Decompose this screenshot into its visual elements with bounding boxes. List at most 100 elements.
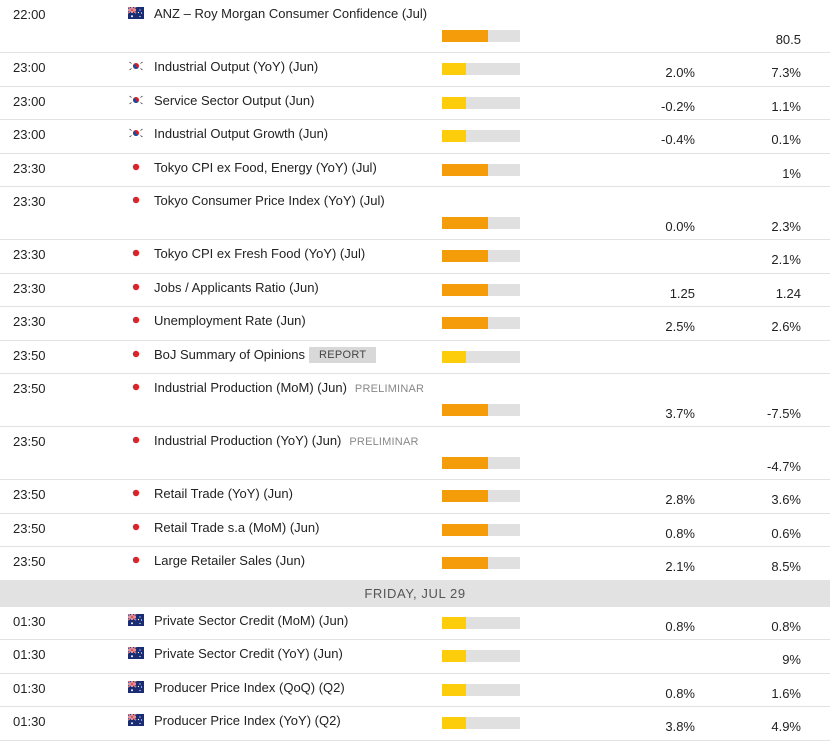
japan-flag-icon xyxy=(128,381,144,393)
event-row[interactable]: 23:30 Tokyo CPI ex Food, Energy (YoY) (Ju… xyxy=(0,154,830,187)
event-title-text: Producer Price Index (QoQ) (Q2) xyxy=(154,679,345,695)
event-row[interactable]: 23:50 Industrial Production (YoY) (Jun) PR… xyxy=(0,427,830,480)
importance-fill xyxy=(442,490,488,502)
event-title-text: BoJ Summary of Opinions xyxy=(154,346,306,362)
event-title[interactable]: Service Sector Output (Jun) xyxy=(154,93,314,108)
japan-flag-icon xyxy=(128,520,144,533)
importance-fill xyxy=(442,650,466,662)
japan-flag-icon xyxy=(128,487,144,499)
previous-value: -0.2% xyxy=(661,98,695,114)
event-title-text: Service Sector Output (Jun) xyxy=(154,92,315,108)
importance-bar xyxy=(442,163,520,176)
event-title[interactable]: Industrial Output (YoY) (Jun) xyxy=(154,59,318,74)
south-korea-flag-icon xyxy=(128,127,144,139)
event-row[interactable]: 01:30 Private Sector Credit (MoM) (Jun) 0.… xyxy=(0,607,830,640)
importance-bar xyxy=(442,457,520,469)
event-time: 23:30 xyxy=(13,160,46,176)
importance-fill xyxy=(442,317,488,329)
event-title[interactable]: BoJ Summary of Opinions REPORT xyxy=(154,346,377,363)
previous-value: -0.4% xyxy=(661,132,695,147)
importance-bar xyxy=(442,283,520,296)
event-row[interactable]: 23:30 Jobs / Applicants Ratio (Jun) 1.25 1.… xyxy=(0,274,830,307)
importance-bar xyxy=(442,404,520,416)
event-time: 23:30 xyxy=(13,247,46,262)
event-title[interactable]: Retail Trade s.a (MoM) (Jun) xyxy=(154,520,319,535)
rows-before: 22:00 ANZ – Roy Morgan Consumer Confidenc… xyxy=(0,0,830,581)
previous-value: 2.0% xyxy=(665,65,695,80)
event-title[interactable]: Tokyo CPI ex Fresh Food (YoY) (Jul) xyxy=(154,246,365,261)
importance-fill xyxy=(442,557,488,569)
australia-flag-icon xyxy=(127,646,144,659)
event-row[interactable]: 23:00 Industrial Output Growth (Jun) -0.4%… xyxy=(0,120,830,154)
event-row[interactable]: 23:30 Unemployment Rate (Jun) 2.5% 2.6% xyxy=(0,307,830,341)
event-title-text: Private Sector Credit (MoM) (Jun) xyxy=(154,612,349,628)
importance-fill xyxy=(442,217,488,229)
event-row[interactable]: 01:30 Producer Price Index (QoQ) (Q2) 0.8%… xyxy=(0,674,830,707)
event-title[interactable]: Producer Price Index (YoY) (Q2) xyxy=(154,713,341,728)
event-time: 23:00 xyxy=(13,127,46,142)
event-row[interactable]: 23:00 Industrial Output (YoY) (Jun) 2.0% 7.… xyxy=(0,53,830,87)
event-title[interactable]: ANZ – Roy Morgan Consumer Confidence (Ju… xyxy=(154,6,427,21)
actual-value: -7.5% xyxy=(767,406,801,421)
actual-value: 0.6% xyxy=(771,525,801,541)
importance-fill xyxy=(442,250,488,262)
event-tag: PRELIMINAR xyxy=(349,436,419,448)
japan-flag-icon xyxy=(128,347,144,360)
event-title[interactable]: Jobs / Applicants Ratio (Jun) xyxy=(154,280,319,295)
event-time: 23:50 xyxy=(13,487,46,502)
event-row[interactable]: 23:50 Large Retailer Sales (Jun) 2.1% 8.5% xyxy=(0,547,830,581)
event-time: 01:30 xyxy=(13,680,46,696)
actual-value: 1% xyxy=(782,165,801,181)
previous-value: 2.8% xyxy=(665,492,695,507)
event-title[interactable]: Large Retailer Sales (Jun) xyxy=(154,553,305,568)
event-title[interactable]: Tokyo CPI ex Food, Energy (YoY) (Jul) xyxy=(154,160,377,175)
day-separator: FRIDAY, JUL 29 xyxy=(0,580,830,607)
event-row[interactable]: 23:00 Service Sector Output (Jun) -0.2% 1.1… xyxy=(0,87,830,120)
event-time: 23:50 xyxy=(13,520,46,536)
previous-value: 2.5% xyxy=(665,319,695,334)
event-title-text: Retail Trade s.a (MoM) (Jun) xyxy=(154,519,320,535)
event-row[interactable]: 01:30 Producer Price Index (YoY) (Q2) 3.8%… xyxy=(0,707,830,741)
south-korea-flag-icon xyxy=(128,60,144,72)
importance-bar xyxy=(442,683,520,696)
actual-value: 3.6% xyxy=(771,492,801,507)
event-time: 23:50 xyxy=(13,434,46,449)
previous-value: 3.7% xyxy=(665,406,695,421)
event-time: 23:50 xyxy=(13,347,46,363)
event-row[interactable]: 01:30 Private Sector Credit (YoY) (Jun) 9% xyxy=(0,640,830,674)
event-title[interactable]: Producer Price Index (QoQ) (Q2) xyxy=(154,680,345,695)
importance-bar xyxy=(442,557,520,569)
event-title[interactable]: Private Sector Credit (YoY) (Jun) xyxy=(154,646,343,661)
event-title[interactable]: Industrial Output Growth (Jun) xyxy=(154,126,328,141)
rows-after: 01:30 Private Sector Credit (MoM) (Jun) 0.… xyxy=(0,607,830,741)
report-badge[interactable]: REPORT xyxy=(309,346,377,363)
importance-fill xyxy=(442,63,466,75)
event-row[interactable]: 22:00 ANZ – Roy Morgan Consumer Confidenc… xyxy=(0,0,830,53)
previous-value: 2.1% xyxy=(665,559,695,574)
event-row[interactable]: 23:50 Retail Trade (YoY) (Jun) 2.8% 3.6% xyxy=(0,480,830,514)
previous-value: 3.8% xyxy=(665,719,695,734)
previous-value: 1.25 xyxy=(669,285,695,301)
event-title[interactable]: Tokyo Consumer Price Index (YoY) (Jul) xyxy=(154,193,385,208)
event-title-text: Jobs / Applicants Ratio (Jun) xyxy=(154,279,319,295)
event-title[interactable]: Private Sector Credit (MoM) (Jun) xyxy=(154,613,348,628)
event-row[interactable]: 23:30 Tokyo Consumer Price Index (YoY) (J… xyxy=(0,187,830,240)
event-title-text: Industrial Production (YoY) (Jun) xyxy=(154,433,342,448)
importance-fill xyxy=(442,404,488,416)
event-row[interactable]: 23:50 Retail Trade s.a (MoM) (Jun) 0.8% 0.6… xyxy=(0,514,830,547)
event-title[interactable]: Unemployment Rate (Jun) xyxy=(154,313,306,328)
event-title[interactable]: Industrial Production (YoY) (Jun) PRELIMI… xyxy=(154,433,419,448)
event-title[interactable]: Retail Trade (YoY) (Jun) xyxy=(154,486,293,501)
importance-fill xyxy=(442,130,466,142)
importance-fill xyxy=(442,457,488,469)
event-title-text: Industrial Output (YoY) (Jun) xyxy=(154,59,319,74)
event-title[interactable]: Industrial Production (MoM) (Jun) PRELIMI… xyxy=(154,380,424,395)
event-row[interactable]: 23:30 Tokyo CPI ex Fresh Food (YoY) (Jul)… xyxy=(0,240,830,274)
actual-value: -4.7% xyxy=(767,459,801,474)
importance-bar xyxy=(442,616,520,629)
japan-flag-icon xyxy=(128,194,144,206)
event-row[interactable]: 23:50 BoJ Summary of Opinions REPORT xyxy=(0,341,830,374)
importance-bar xyxy=(442,490,520,502)
event-row[interactable]: 23:50 Industrial Production (MoM) (Jun) PR… xyxy=(0,374,830,427)
